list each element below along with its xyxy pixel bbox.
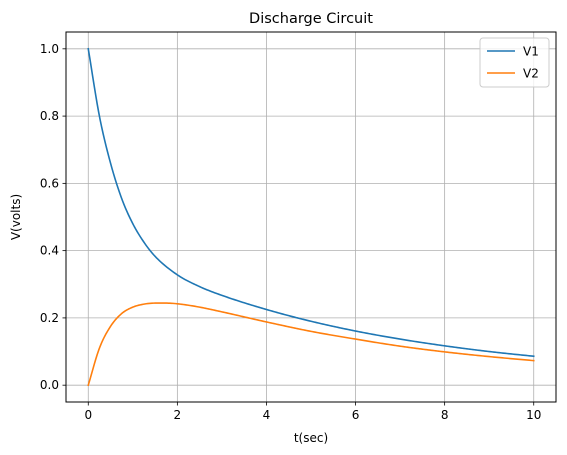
y-tick-label: 0.6 [40, 176, 59, 190]
y-tick-label: 0.2 [40, 311, 59, 325]
series-line-v2 [87, 302, 535, 387]
x-tick-label: 8 [441, 408, 449, 422]
y-tick-label: 0.0 [40, 378, 59, 392]
data-series [87, 47, 535, 387]
axis-ticks: 0 2 4 6 8 10 0.0 0.2 0.4 0.6 0.8 1.0 [40, 42, 541, 422]
x-tick-label: 10 [526, 408, 541, 422]
y-tick-label: 1.0 [40, 42, 59, 56]
chart-title: Discharge Circuit [249, 11, 373, 27]
x-tick-label: 2 [174, 408, 182, 422]
x-axis-title: t(sec) [294, 431, 328, 445]
legend: V1 V2 [479, 37, 550, 88]
legend-label-v1: V1 [523, 45, 539, 59]
x-tick-label: 4 [263, 408, 271, 422]
plot-frame [65, 31, 557, 403]
x-tick-label: 6 [352, 408, 360, 422]
grid-lines [66, 32, 556, 402]
y-tick-label: 0.4 [40, 244, 59, 258]
y-axis-title: V(volts) [9, 194, 23, 240]
y-tick-label: 0.8 [40, 109, 59, 123]
series-line-v1 [87, 47, 535, 358]
legend-label-v2: V2 [523, 67, 539, 81]
x-tick-label: 0 [84, 408, 92, 422]
